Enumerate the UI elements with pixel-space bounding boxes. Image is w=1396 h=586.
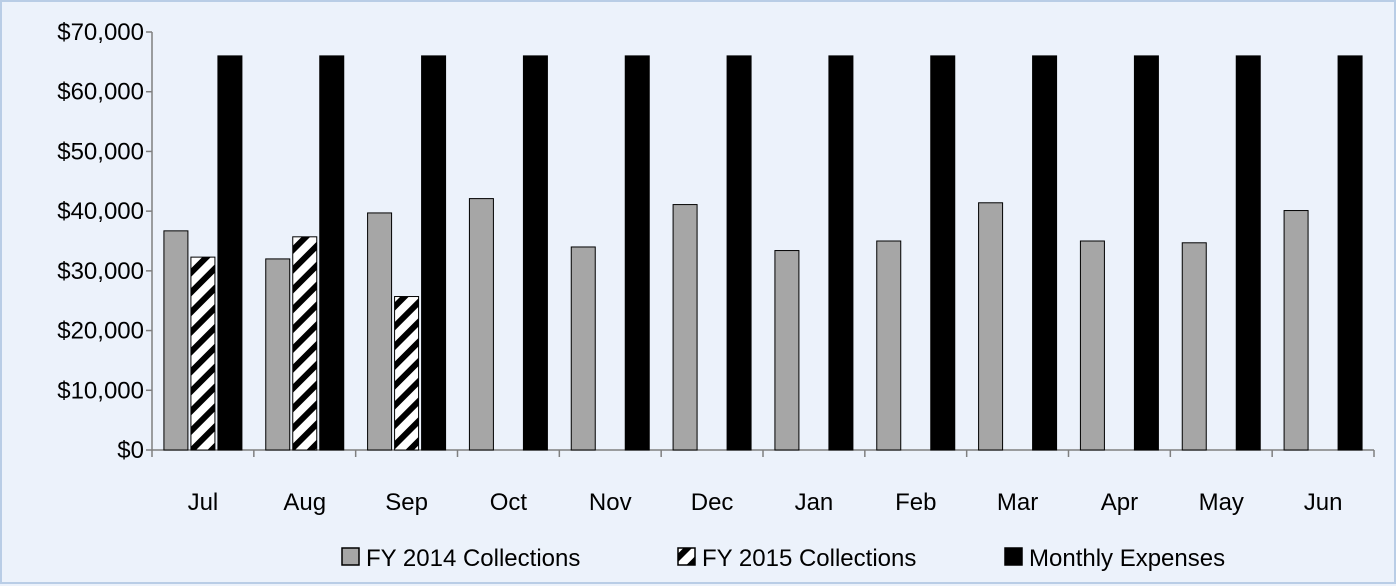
bar-fy-2014-collections-dec	[672, 204, 698, 451]
legend-label: FY 2015 Collections	[702, 545, 916, 572]
x-tick-label: Oct	[490, 489, 528, 516]
bar-monthly-expenses-apr	[1133, 55, 1159, 451]
bar-monthly-expenses-aug	[319, 55, 345, 451]
legend: FY 2014 Collections FY 2015 Collections Mo…	[341, 545, 1225, 572]
legend-swatch	[1004, 547, 1023, 566]
bar-monthly-expenses-oct	[522, 55, 548, 451]
x-tick-label: Dec	[691, 489, 734, 516]
x-tick-label: Feb	[895, 489, 936, 516]
bar-fy-2014-collections-mar	[978, 202, 1004, 451]
bar-fy-2014-collections-oct	[468, 198, 494, 451]
legend-swatch	[677, 547, 696, 566]
bar-fy-2014-collections-sep	[367, 212, 393, 451]
x-axis: Jul Aug Sep Oct Nov Dec Jan Feb Mar Apr May Jun	[151, 449, 1375, 516]
y-tick-label: $20,000	[57, 318, 144, 345]
y-tick-label: $10,000	[57, 377, 144, 404]
bar-monthly-expenses-sep	[421, 55, 447, 451]
legend-label: FY 2014 Collections	[366, 545, 580, 572]
bar-monthly-expenses-mar	[1032, 55, 1058, 451]
y-tick-label: $0	[117, 437, 144, 464]
y-tick-label: $40,000	[57, 198, 144, 225]
bar-monthly-expenses-jun	[1337, 55, 1363, 451]
bar-fy-2014-collections-nov	[570, 246, 596, 451]
y-tick-label: $30,000	[57, 258, 144, 285]
x-tick-label: Jun	[1304, 489, 1343, 516]
y-tick-label: $50,000	[57, 138, 144, 165]
x-tick-label: Nov	[589, 489, 632, 516]
bar-monthly-expenses-jan	[828, 55, 854, 451]
x-tick-label: Aug	[283, 489, 326, 516]
legend-label: Monthly Expenses	[1029, 545, 1225, 572]
bar-fy-2014-collections-may	[1181, 242, 1207, 451]
bar-monthly-expenses-nov	[624, 55, 650, 451]
bar-fy-2015-collections-sep	[394, 296, 420, 451]
x-tick-label: Apr	[1101, 489, 1138, 516]
bar-monthly-expenses-may	[1235, 55, 1261, 451]
legend-swatch	[341, 547, 360, 566]
bar-fy-2014-collections-feb	[876, 240, 902, 451]
bar-fy-2014-collections-apr	[1079, 240, 1105, 451]
x-tick-label: Sep	[385, 489, 428, 516]
bar-fy-2015-collections-jul	[190, 256, 216, 451]
x-tick-label: Jul	[188, 489, 219, 516]
x-tick-label: May	[1199, 489, 1244, 516]
y-tick-label: $70,000	[57, 19, 144, 46]
bar-monthly-expenses-dec	[726, 55, 752, 451]
y-axis: $0 $10,000 $20,000 $30,000 $40,000 $50,000 $60…	[57, 19, 153, 464]
y-tick-label: $60,000	[57, 79, 144, 106]
x-tick-label: Mar	[997, 489, 1038, 516]
bar-monthly-expenses-feb	[930, 55, 956, 451]
bar-fy-2014-collections-jan	[774, 250, 800, 451]
x-tick-label: Jan	[795, 489, 834, 516]
bar-monthly-expenses-jul	[217, 55, 243, 451]
bar-fy-2014-collections-jul	[163, 230, 189, 451]
bar-fy-2014-collections-aug	[265, 258, 291, 451]
bar-fy-2015-collections-aug	[292, 236, 318, 451]
bar-fy-2014-collections-jun	[1283, 210, 1309, 451]
bars	[163, 55, 1363, 451]
